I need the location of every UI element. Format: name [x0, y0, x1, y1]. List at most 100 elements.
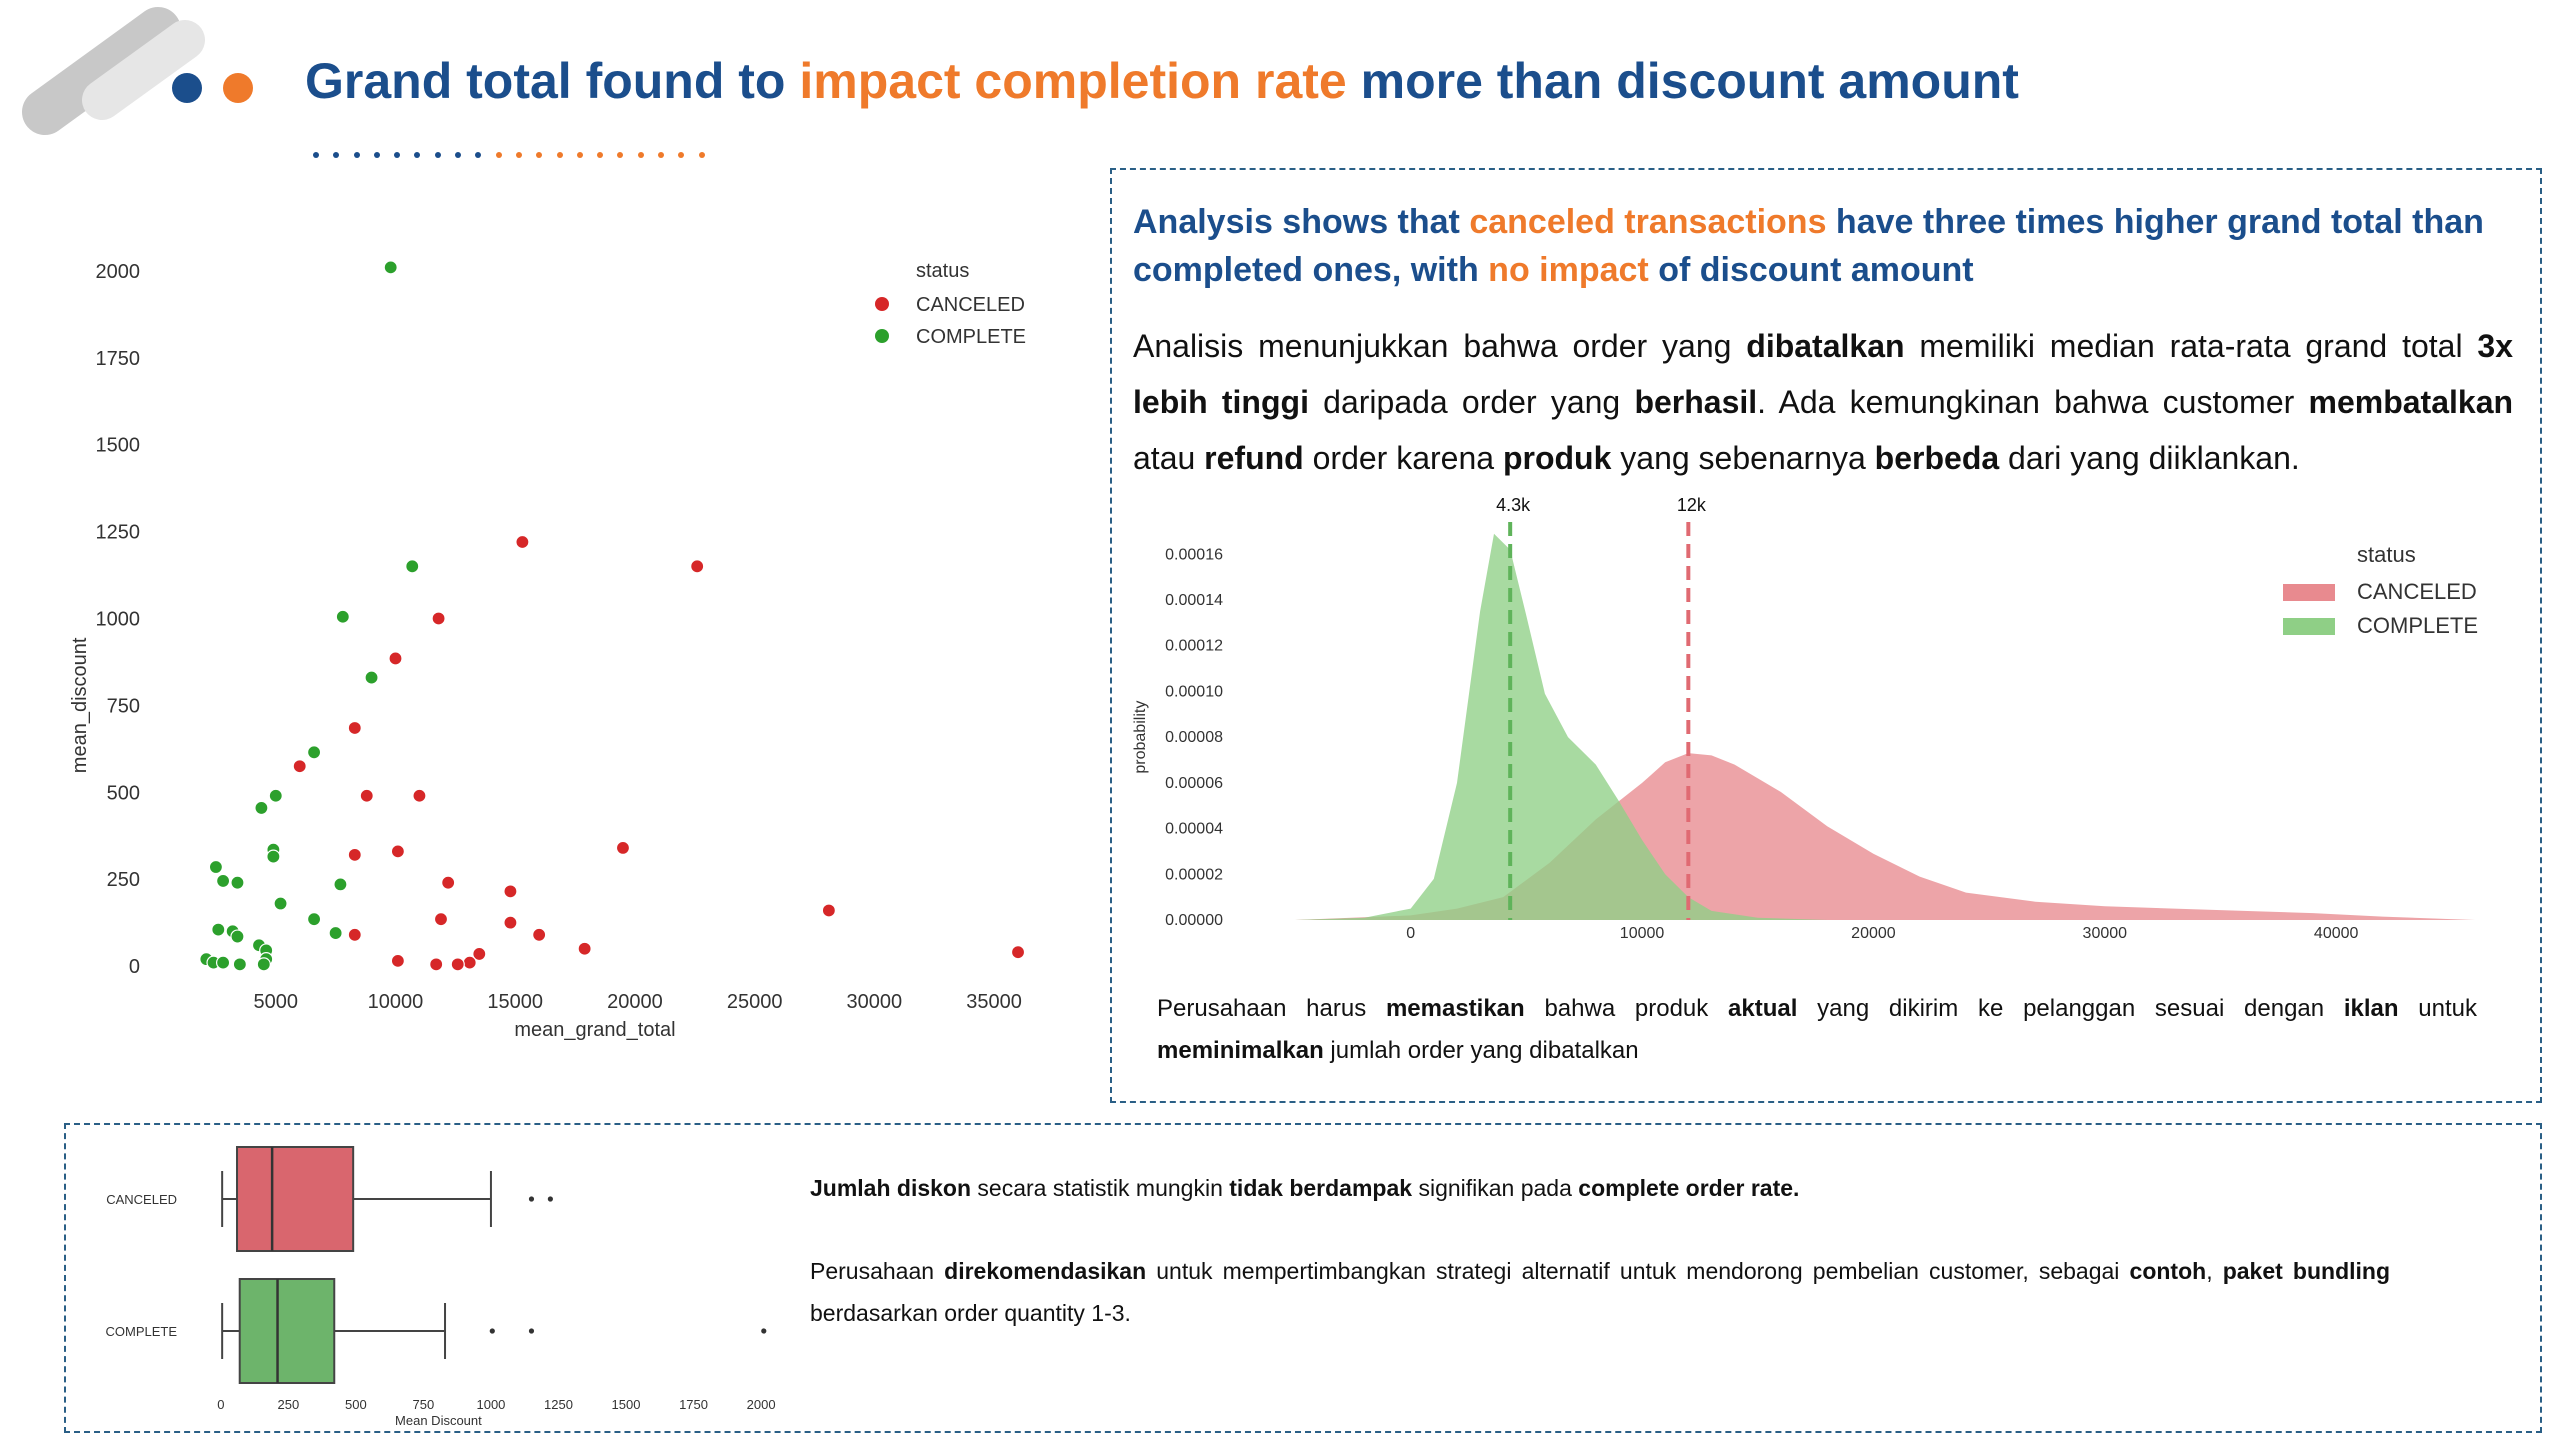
- outlier-point: [761, 1328, 767, 1334]
- scatter-point-canceled: [390, 953, 405, 968]
- bundling-recommendation: Perusahaan direkomendasikan untuk memper…: [810, 1258, 2390, 1326]
- scatter-point-canceled: [412, 788, 427, 803]
- divider-dot: [394, 152, 401, 158]
- divider-dot: [536, 152, 543, 158]
- divider-dot: [333, 152, 340, 158]
- scatter-point-complete: [273, 896, 288, 911]
- scatter-point-canceled: [347, 927, 362, 942]
- x-tick-label: 2000: [747, 1397, 776, 1412]
- scatter-chart: 0 250 500 750 1000 1250 1500 1750 2000 5000 10000 1…: [69, 260, 1026, 1041]
- divider-dot: [414, 152, 421, 158]
- x-tick-label: 250: [277, 1397, 299, 1412]
- divider-dot: [678, 152, 685, 158]
- y-tick-label: 0.00002: [1165, 866, 1223, 883]
- x-tick-label: 15000: [487, 991, 543, 1013]
- scatter-point-complete: [256, 957, 271, 972]
- boxplot-chart: CANCELED COMPLETE 0 250 500 750 1000 1250 1500 17…: [105, 1146, 776, 1428]
- y-tick-label: 1000: [96, 608, 141, 630]
- scatter-point-canceled: [292, 759, 307, 774]
- orange-dot-icon: [223, 73, 253, 103]
- median-label: 4.3k: [1496, 495, 1531, 515]
- y-tick-label: 0.00016: [1165, 546, 1223, 563]
- scatter-point-canceled: [359, 788, 374, 803]
- y-tick-label: 0.00006: [1165, 775, 1223, 792]
- divider-dot: [495, 152, 502, 158]
- divider-dot: [313, 152, 319, 158]
- scatter-point-canceled: [503, 915, 518, 930]
- y-tick-label: 0.00012: [1165, 638, 1223, 655]
- scatter-point-complete: [215, 873, 231, 889]
- scatter-point-complete: [211, 922, 226, 937]
- scatter-point-canceled: [433, 912, 449, 927]
- x-tick-label: 30000: [847, 991, 903, 1013]
- x-tick-label: 40000: [2314, 925, 2359, 942]
- x-tick-label: 750: [413, 1397, 435, 1412]
- dotted-divider: [313, 152, 705, 162]
- x-tick-label: 20000: [1851, 925, 1896, 942]
- outlier-point: [489, 1328, 495, 1334]
- y-tick-label: 2000: [96, 261, 141, 283]
- x-axis-label: mean_grand_total: [514, 1019, 675, 1041]
- y-tick-label: 1750: [96, 348, 141, 370]
- page-title: Grand total found to impact completion r…: [305, 53, 2019, 109]
- navy-dot-icon: [172, 73, 202, 103]
- scatter-point-canceled: [821, 903, 836, 918]
- legend-label: CANCELED: [2357, 579, 2477, 604]
- scatter-point-complete: [230, 929, 245, 944]
- divider-dot: [556, 152, 563, 158]
- outlier-point: [528, 1328, 535, 1334]
- box-canceled: [236, 1146, 355, 1252]
- scatter-point-complete: [335, 609, 350, 624]
- y-tick-label: 0.00010: [1165, 683, 1223, 700]
- scatter-point-canceled: [532, 927, 547, 942]
- divider-dot: [637, 152, 644, 158]
- scatter-point-canceled: [615, 840, 631, 856]
- scatter-point-complete: [328, 925, 343, 941]
- scatter-point-canceled: [1010, 945, 1026, 960]
- discount-panel: [64, 1123, 2542, 1433]
- legend-swatch: [2283, 584, 2335, 601]
- density-chart: 0.00000 0.00002 0.00004 0.00006 0.00008 0.000…: [1132, 495, 2478, 942]
- y-tick-label: 250: [107, 869, 140, 891]
- scatter-point-complete: [208, 859, 224, 875]
- scatter-point-canceled: [441, 875, 456, 890]
- analysis-headline: Analysis shows that canceled transaction…: [1133, 203, 2484, 289]
- density-area-complete: [1295, 533, 1828, 920]
- divider-dot: [353, 152, 360, 158]
- divider-dot: [576, 152, 583, 158]
- scatter-point-complete: [364, 670, 379, 685]
- scatter-point-complete: [215, 955, 231, 970]
- x-tick-label: 1000: [476, 1397, 505, 1412]
- y-tick-label: 0: [129, 956, 140, 978]
- x-tick-label: 1500: [612, 1397, 641, 1412]
- legend-marker: [875, 297, 889, 311]
- y-tick-label: 1250: [96, 522, 141, 544]
- scatter-point-complete: [306, 912, 322, 927]
- legend-label: COMPLETE: [916, 326, 1026, 348]
- x-tick-label: 500: [345, 1397, 367, 1412]
- divider-dot: [698, 152, 705, 158]
- y-tick-label: 0.00008: [1165, 729, 1223, 746]
- y-tick-label: 0.00014: [1165, 592, 1223, 609]
- scatter-point-complete: [383, 260, 398, 275]
- category-label: COMPLETE: [105, 1324, 177, 1339]
- x-tick-label: 25000: [727, 991, 783, 1013]
- scatter-point-complete: [266, 849, 281, 864]
- y-axis-label: probability: [1132, 701, 1149, 774]
- divider-dot: [475, 152, 482, 158]
- outlier-point: [528, 1196, 535, 1202]
- scatter-point-canceled: [515, 534, 530, 550]
- scatter-point-canceled: [690, 559, 705, 574]
- legend-marker: [875, 329, 889, 343]
- scatter-point-complete: [230, 875, 245, 890]
- divider-dot: [434, 152, 441, 158]
- scatter-point-canceled: [503, 884, 518, 899]
- scatter-point-complete: [306, 745, 322, 760]
- scatter-point-complete: [268, 788, 283, 803]
- median-label: 12k: [1677, 495, 1707, 515]
- scatter-point-canceled: [577, 941, 592, 956]
- x-tick-label: 10000: [1620, 925, 1665, 942]
- x-tick-label: 1750: [679, 1397, 708, 1412]
- analysis-panel: [1110, 168, 2542, 1103]
- category-label: CANCELED: [106, 1192, 177, 1207]
